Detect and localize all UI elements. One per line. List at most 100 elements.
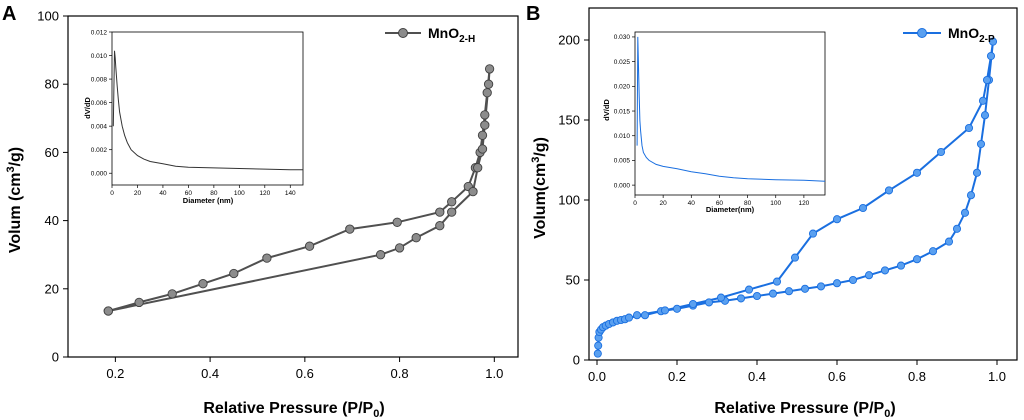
x-tick-label: 0.8	[391, 366, 409, 381]
data-point	[482, 88, 492, 98]
x-tick-label: 0.8	[908, 369, 926, 384]
y-tick-label: 50	[566, 273, 580, 288]
data-point	[982, 75, 992, 85]
panel-a-inset: 0.000 0.002 0.004 0.006 0.008 0.010 0.012 0 20 40…	[83, 29, 304, 205]
data-point	[447, 197, 457, 207]
data-point	[345, 224, 355, 234]
data-point	[880, 266, 890, 275]
panel-b-inset-axes: 0.000 0.005 0.010 0.015 0.020 0.025 0.030 0 20 40…	[614, 34, 810, 207]
data-point	[936, 147, 946, 157]
panel-b-inset-y-title: dV/dD	[602, 99, 611, 121]
data-point	[986, 51, 996, 61]
data-point	[484, 64, 495, 74]
inset-x-tick-label: 60	[716, 200, 724, 207]
inset-x-tick-label: 140	[285, 190, 296, 197]
data-point	[928, 247, 938, 256]
data-point	[477, 130, 488, 140]
y-tick-label: 150	[558, 113, 580, 128]
data-point	[593, 349, 602, 358]
data-point	[972, 168, 982, 177]
inset-y-tick-label: 0.015	[614, 108, 631, 115]
inset-x-tick-label: 0	[110, 190, 114, 197]
data-point	[848, 275, 858, 285]
data-point	[966, 191, 976, 200]
y-tick-label: 20	[45, 281, 59, 296]
data-point	[473, 163, 483, 173]
inset-x-tick-label: 100	[770, 200, 781, 207]
x-tick-label: 1.0	[485, 366, 503, 381]
x-tick-label: 0.2	[106, 366, 124, 381]
data-point	[447, 207, 457, 217]
inset-x-tick-label: 100	[234, 190, 245, 197]
data-point	[304, 241, 315, 251]
inset-y-tick-label: 0.010	[614, 133, 631, 140]
inset-y-tick-label: 0.008	[91, 76, 108, 83]
data-point	[103, 306, 113, 316]
x-tick-label: 0.4	[748, 369, 766, 384]
inset-x-tick-label: 20	[660, 200, 668, 207]
inset-x-tick-label: 60	[185, 190, 193, 197]
inset-x-tick-label: 80	[744, 200, 752, 207]
data-point	[832, 279, 842, 288]
panel-a: A 0 20 40 60 80 100 0.2 0.4 0.6 0.8 1.0 Volum (cm…	[2, 3, 519, 420]
data-point	[960, 208, 970, 217]
data-point	[392, 217, 402, 227]
panel-a-y-axis-title: Volum (cm3/g)	[5, 147, 24, 253]
y-tick-label: 100	[558, 193, 580, 208]
panel-b-inset: 0.000 0.005 0.010 0.015 0.020 0.025 0.030 0 20 40…	[602, 31, 826, 214]
data-point	[688, 299, 698, 309]
data-point	[632, 311, 642, 320]
panel-a-inset-curve	[112, 50, 303, 171]
data-point	[896, 261, 906, 270]
y-tick-label: 0	[573, 353, 580, 368]
panel-b-letter: B	[526, 3, 540, 25]
inset-x-tick-label: 0	[633, 200, 637, 207]
data-point	[808, 229, 818, 238]
data-point	[752, 291, 762, 301]
inset-y-tick-label: 0.000	[614, 182, 631, 189]
data-point	[884, 186, 894, 195]
data-point	[594, 341, 603, 350]
inset-y-tick-label: 0.020	[614, 84, 631, 91]
inset-x-tick-label: 120	[798, 200, 809, 207]
data-point	[640, 311, 650, 320]
panel-a-legend-label: MnO2-H	[428, 25, 475, 45]
data-point	[858, 203, 868, 213]
data-point	[167, 289, 177, 299]
data-point	[976, 139, 986, 149]
panel-b-y-axis-title: Volum(cm3/g)	[530, 137, 549, 239]
data-point	[483, 79, 494, 89]
data-point	[790, 253, 800, 262]
panel-b-series	[593, 37, 998, 358]
y-tick-label: 200	[558, 33, 580, 48]
inset-y-tick-label: 0.010	[91, 53, 108, 60]
x-tick-label: 0.4	[201, 366, 219, 381]
panel-a-inset-x-title: Diameter (nm)	[183, 196, 234, 205]
y-tick-label: 100	[37, 9, 59, 24]
data-point	[262, 253, 272, 263]
data-point	[784, 287, 794, 296]
x-tick-label: 0.6	[828, 369, 846, 384]
x-tick-label: 0.0	[588, 369, 606, 384]
panel-a-plot-frame	[67, 15, 519, 358]
inset-x-tick-label: 20	[134, 190, 142, 197]
panel-b-y-axis: 0 50 100 150 200	[558, 33, 589, 368]
inset-y-tick-label: 0.005	[614, 158, 631, 165]
data-point	[912, 255, 922, 264]
panel-b-plot-frame	[588, 7, 1018, 361]
data-point	[477, 144, 488, 154]
panel-a-inset-axes: 0.000 0.002 0.004 0.006 0.008 0.010 0.012 0 20 40…	[91, 29, 296, 197]
data-point	[772, 277, 782, 286]
data-point	[912, 168, 922, 177]
inset-y-tick-label: 0.000	[91, 171, 108, 178]
data-point	[768, 289, 778, 298]
data-point	[704, 298, 714, 307]
x-tick-label: 1.0	[988, 369, 1006, 384]
data-point	[980, 111, 990, 120]
data-point	[468, 186, 478, 197]
data-point	[480, 110, 490, 120]
y-tick-label: 0	[52, 350, 59, 365]
panel-a-letter: A	[2, 3, 16, 25]
